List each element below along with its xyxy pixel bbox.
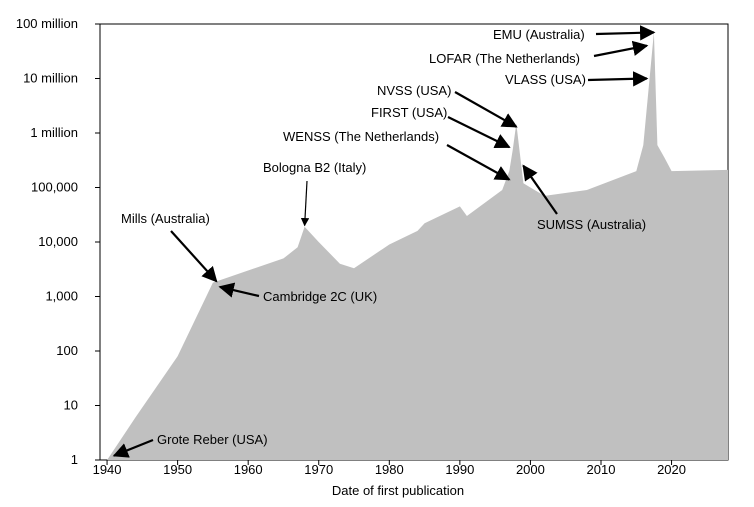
x-tick-label: 1980 [375, 462, 404, 477]
annotation-label: EMU (Australia) [493, 27, 585, 42]
y-tick-label: 100,000 [31, 180, 78, 195]
annotation-label: Grote Reber (USA) [157, 432, 268, 447]
area-series [103, 32, 728, 461]
annotation-arrow [522, 164, 558, 215]
annotation-label: WENSS (The Netherlands) [283, 129, 439, 144]
annotation-arrow [447, 116, 511, 149]
y-tick-label: 10 [64, 398, 78, 413]
x-axis-label: Date of first publication [332, 483, 464, 498]
y-tick-label: 1 [71, 452, 78, 467]
annotation-arrow [218, 282, 260, 298]
y-tick-label: 1,000 [45, 289, 78, 304]
annotation-label: Mills (Australia) [121, 211, 210, 226]
x-tick-label: 2010 [587, 462, 616, 477]
annotation-arrow [300, 180, 310, 227]
x-tick-label: 1990 [445, 462, 474, 477]
annotation-label: NVSS (USA) [377, 83, 451, 98]
annotation-label: SUMSS (Australia) [537, 217, 646, 232]
x-tick-label: 1950 [163, 462, 192, 477]
annotation-arrow [593, 40, 649, 58]
annotation-arrow [454, 91, 518, 128]
y-tick-label: 100 [56, 343, 78, 358]
annotation-label: FIRST (USA) [371, 105, 447, 120]
y-tick-label: 100 million [16, 16, 78, 31]
x-tick-label: 1940 [93, 462, 122, 477]
y-tick-label: 10 million [23, 71, 78, 86]
annotation-arrow [112, 438, 154, 458]
x-tick-label: 2000 [516, 462, 545, 477]
annotation-label: LOFAR (The Netherlands) [429, 51, 580, 66]
x-tick-label: 1970 [304, 462, 333, 477]
annotation-arrow [595, 25, 656, 41]
annotation-arrow [170, 230, 218, 283]
annotation-arrow [587, 71, 649, 87]
x-tick-label: 1960 [234, 462, 263, 477]
annotation-label: Bologna B2 (Italy) [263, 160, 366, 175]
annotation-label: Cambridge 2C (UK) [263, 289, 377, 304]
y-tick-label: 1 million [30, 125, 78, 140]
annotation-arrow [446, 144, 511, 181]
y-tick-label: 10,000 [38, 234, 78, 249]
annotation-label: VLASS (USA) [505, 72, 586, 87]
x-tick-label: 2020 [657, 462, 686, 477]
